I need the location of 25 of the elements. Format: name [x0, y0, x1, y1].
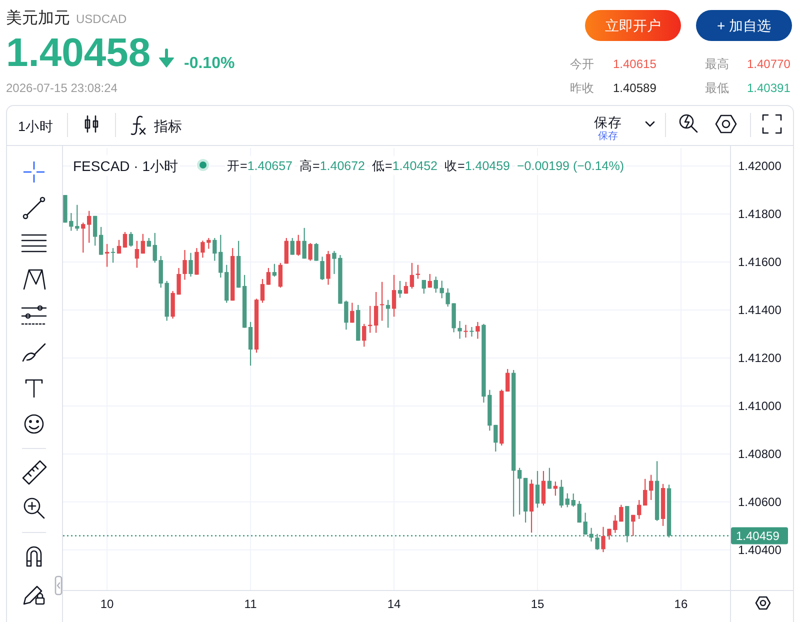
annotation: + 加自选 [716, 18, 772, 34]
annotation: 1.40391 [747, 81, 790, 95]
annotation: 保存 [594, 115, 622, 130]
annotation: 最高 [705, 57, 729, 71]
subtitle: USDCAD [76, 12, 127, 26]
annotation: 昨收 [570, 81, 594, 95]
annotation: 开=1.40657 [227, 159, 292, 173]
annotation: 1小时 [18, 119, 54, 134]
annotation: 最低 [705, 81, 729, 95]
annotation: 低=1.40452 [372, 159, 438, 173]
annotation: 1.40458 [6, 31, 151, 75]
annotation: 1.40770 [747, 57, 790, 71]
annotation: 保存 [598, 131, 618, 142]
annotation: 收=1.40459 [444, 159, 510, 173]
annotation: 2026-07-15 23:08:24 [6, 81, 118, 95]
title: 美元加元 [6, 10, 70, 27]
annotation: 今开 [570, 57, 594, 71]
annotation: 1.40589 [613, 81, 656, 95]
annotation: FESCAD · 1小时 [73, 158, 178, 174]
annotation: 指标 [154, 118, 182, 134]
annotation: 高=1.40672 [300, 159, 365, 173]
annotation: -0.10% [184, 55, 235, 72]
annotation: 立即开户 [605, 18, 661, 34]
annotation: 1.40615 [613, 57, 656, 71]
annotation: −0.00199 (−0.14%) [517, 159, 624, 173]
